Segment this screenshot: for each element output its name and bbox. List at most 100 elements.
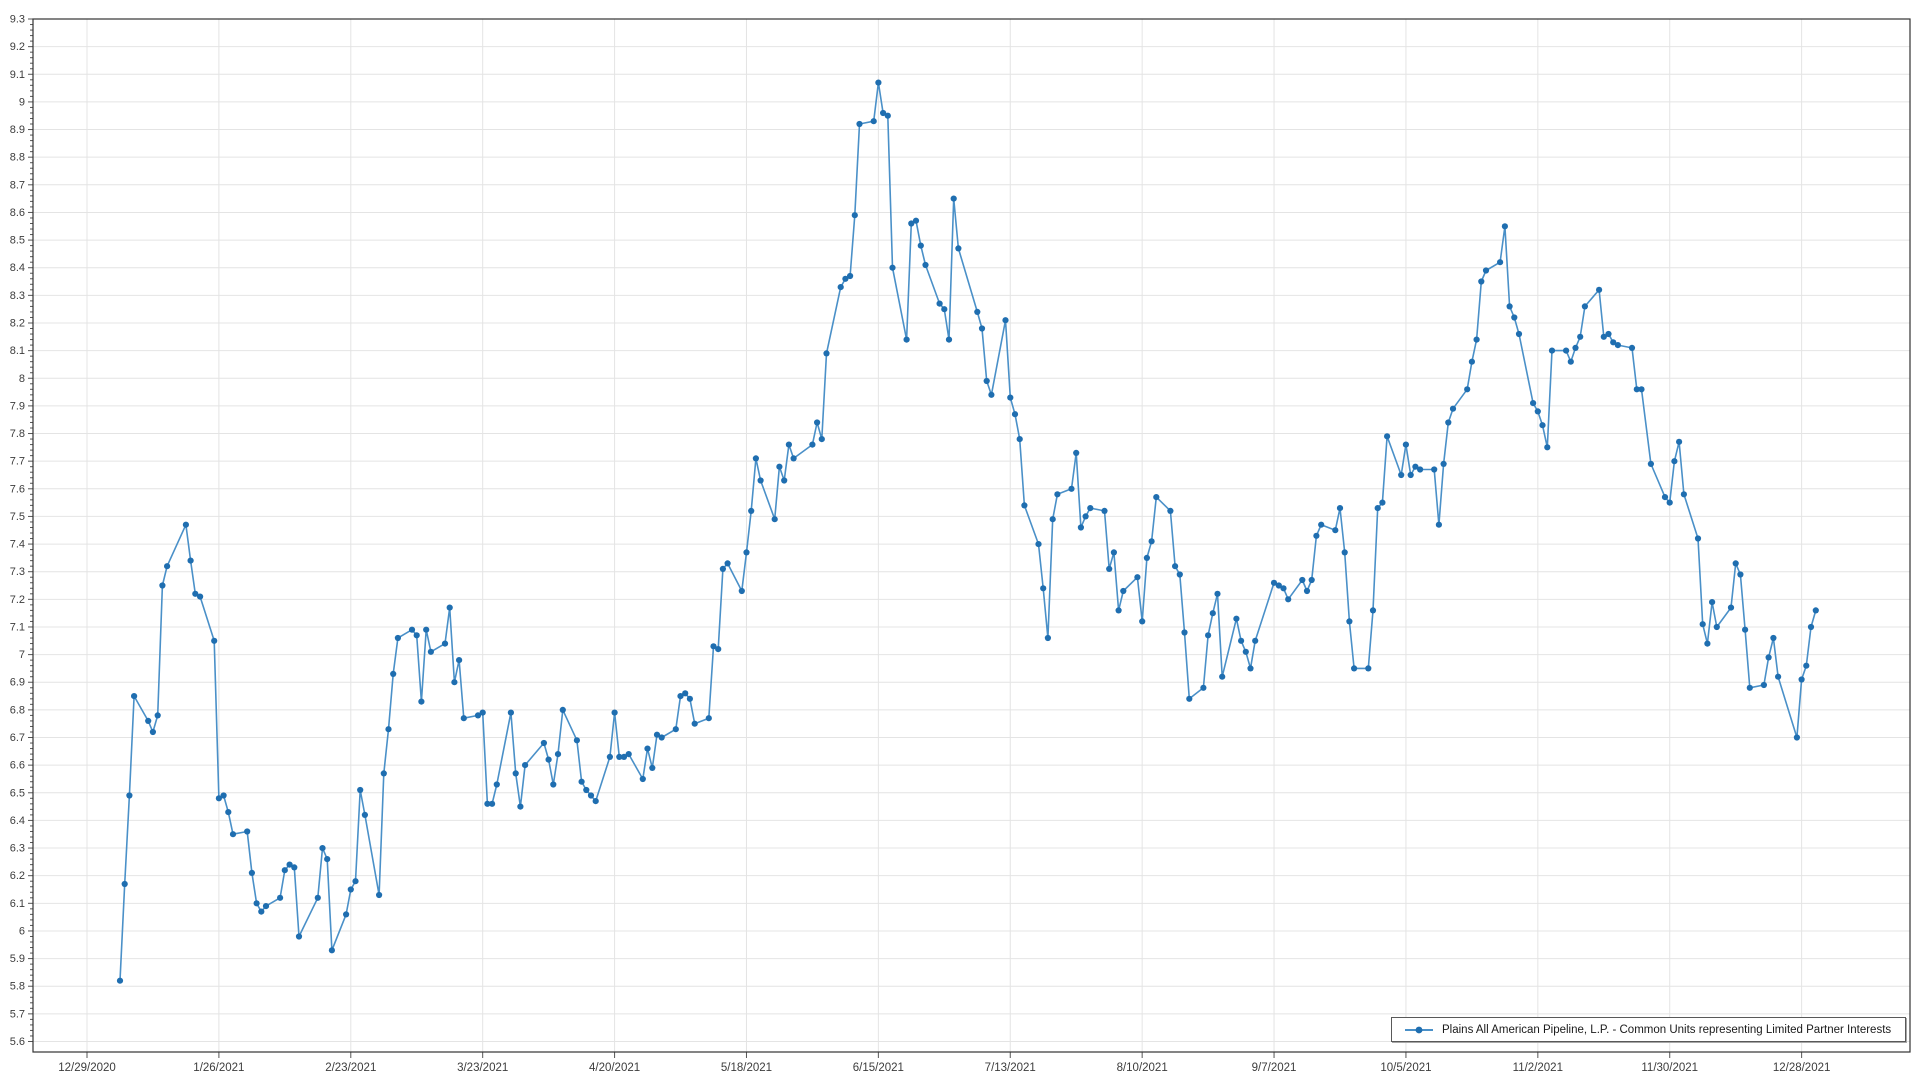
data-point-marker [361, 811, 368, 819]
y-tick-label: 8.4 [10, 262, 25, 274]
data-point-marker [1760, 681, 1767, 689]
data-point-marker [1412, 463, 1419, 470]
data-point-marker [625, 751, 632, 758]
y-tick-label: 7.8 [10, 428, 25, 440]
data-point-marker [1449, 405, 1457, 412]
data-point-marker [945, 336, 953, 343]
data-point-marker [1737, 571, 1744, 578]
data-point-marker [182, 521, 189, 528]
data-point-marker [187, 557, 194, 564]
y-tick-label: 8.1 [10, 345, 25, 357]
data-point-marker [842, 275, 849, 282]
data-point-marker [903, 336, 910, 343]
data-point-marker [418, 698, 425, 705]
data-point-marker [1299, 576, 1306, 584]
y-tick-label: 7.2 [10, 594, 25, 606]
data-point-marker [545, 756, 552, 763]
plot-border [32, 18, 1911, 1053]
data-point-marker [258, 908, 265, 915]
data-point-marker [1176, 571, 1183, 578]
data-point-marker [1011, 411, 1019, 418]
data-point-marker [1016, 436, 1023, 443]
data-point-marker [785, 441, 793, 448]
x-tick-label: 11/2/2021 [1513, 1062, 1563, 1074]
data-point-marker [116, 977, 124, 984]
data-point-marker [1666, 499, 1673, 506]
data-point-marker [682, 690, 689, 697]
data-point-marker [1515, 330, 1523, 338]
data-point-marker [1614, 342, 1621, 349]
data-point-marker [1407, 471, 1414, 479]
data-point-marker [1002, 317, 1009, 324]
data-point-marker [1384, 433, 1391, 440]
data-point-marker [658, 734, 665, 741]
data-point-marker [1115, 607, 1122, 614]
data-point-marker [978, 325, 986, 332]
data-point-marker [1628, 344, 1636, 351]
data-point-marker [1596, 286, 1603, 293]
data-point-marker [1548, 347, 1556, 354]
data-point-marker [550, 781, 557, 788]
x-tick-label: 1/26/2021 [193, 1062, 244, 1074]
data-point-marker [1087, 505, 1094, 512]
data-point-marker [507, 709, 514, 716]
data-point-marker [1511, 314, 1518, 321]
data-point-marker [1803, 662, 1810, 669]
data-point-marker [1110, 549, 1117, 556]
data-point-marker [757, 477, 764, 484]
data-point-marker [639, 775, 646, 783]
data-point-marker [1270, 579, 1278, 586]
data-point-marker [1153, 494, 1160, 501]
data-point-marker [220, 792, 227, 799]
data-point-marker [408, 626, 416, 633]
y-tick-label: 6.3 [10, 843, 25, 855]
data-point-marker [1181, 629, 1188, 636]
data-point-marker [1793, 734, 1800, 741]
y-tick-label: 8 [19, 373, 25, 385]
legend-series-label: Plains All American Pipeline, L.P. - Com… [1442, 1023, 1892, 1036]
data-point-marker [1699, 621, 1706, 628]
data-point-marker [512, 770, 519, 777]
data-point-marker [856, 120, 863, 128]
data-point-marker [328, 947, 335, 954]
data-point-marker [145, 717, 152, 725]
data-point-marker [229, 831, 237, 838]
y-tick-label: 7.5 [10, 511, 25, 523]
data-point-marker [126, 792, 133, 799]
data-point-marker [672, 726, 679, 733]
data-point-marker [1431, 466, 1438, 473]
data-point-marker [870, 118, 877, 125]
data-point-marker [479, 709, 486, 716]
y-tick-label: 6.5 [10, 787, 25, 799]
data-point-marker [917, 242, 924, 249]
data-point-marker [248, 869, 255, 877]
data-point-marker [649, 764, 656, 772]
data-point-marker [1633, 386, 1640, 393]
data-point-marker [121, 880, 128, 888]
data-point-marker [1073, 449, 1080, 456]
data-point-marker [1478, 278, 1485, 285]
data-point-marker [1567, 358, 1574, 365]
data-point-marker [1577, 333, 1584, 340]
y-tick-label: 9.1 [10, 69, 25, 81]
data-point-marker [149, 728, 156, 736]
data-point-marker [159, 582, 166, 589]
data-point-marker [1238, 637, 1245, 644]
data-point-marker [314, 894, 321, 901]
data-point-marker [1709, 599, 1716, 606]
data-point-marker [1812, 607, 1819, 614]
data-point-marker [1746, 684, 1753, 691]
y-tick-label: 7.1 [10, 621, 25, 633]
data-point-marker [1044, 634, 1051, 642]
data-point-marker [1021, 502, 1028, 509]
data-point-marker [1638, 386, 1645, 393]
data-point-marker [1280, 585, 1287, 592]
data-point-marker [1313, 532, 1320, 539]
data-point-marker [1468, 358, 1475, 365]
data-point-marker [1534, 408, 1541, 415]
x-tick-label: 7/13/2021 [985, 1062, 1036, 1074]
y-tick-label: 8.9 [10, 124, 25, 136]
data-point-marker [484, 800, 491, 807]
x-tick-label: 10/5/2021 [1380, 1062, 1431, 1074]
